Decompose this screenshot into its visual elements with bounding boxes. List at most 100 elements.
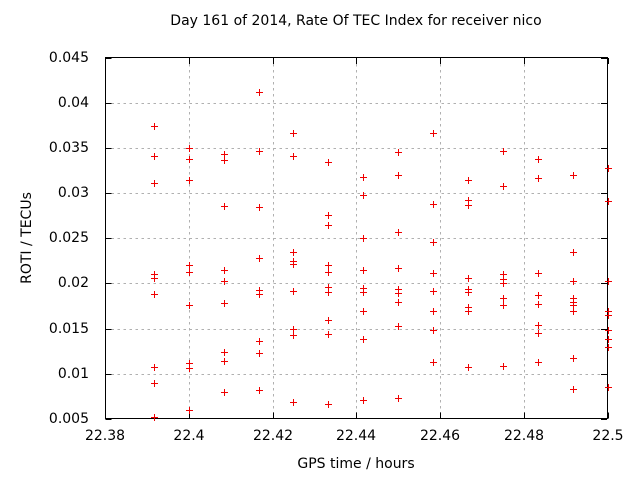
plus-marker	[430, 308, 437, 315]
plus-marker	[430, 130, 437, 137]
plus-marker	[151, 275, 158, 282]
plus-marker	[430, 359, 437, 366]
data-points	[151, 89, 612, 421]
plus-marker	[535, 330, 542, 337]
plus-marker	[325, 401, 332, 408]
plus-marker	[151, 364, 158, 371]
plus-marker	[256, 89, 263, 96]
plus-marker	[186, 177, 193, 184]
plus-marker	[360, 336, 367, 343]
x-tick-label: 22.44	[335, 428, 377, 444]
plus-marker	[221, 349, 228, 356]
plus-marker	[256, 338, 263, 345]
plus-marker	[570, 172, 577, 179]
plus-marker	[430, 239, 437, 246]
plus-marker	[290, 288, 297, 295]
plus-marker	[360, 192, 367, 199]
plus-marker	[325, 289, 332, 296]
plus-marker	[325, 317, 332, 324]
plus-marker	[256, 255, 263, 262]
y-tick-label: 0.025	[48, 230, 89, 246]
plus-marker	[570, 278, 577, 285]
plus-marker	[535, 359, 542, 366]
y-tick-label: 0.035	[48, 140, 89, 156]
plus-marker	[430, 327, 437, 334]
plus-marker	[465, 364, 472, 371]
plus-marker	[535, 301, 542, 308]
plus-marker	[605, 165, 612, 172]
plus-marker	[360, 235, 367, 242]
plus-marker	[430, 270, 437, 277]
y-tick-label: 0.04	[57, 95, 89, 111]
plus-marker	[395, 299, 402, 306]
plus-marker	[500, 280, 507, 287]
plus-marker	[256, 204, 263, 211]
plus-marker	[535, 175, 542, 182]
plus-marker	[430, 201, 437, 208]
plus-marker	[221, 278, 228, 285]
x-tick-label: 22.38	[84, 428, 126, 444]
plus-marker	[500, 363, 507, 370]
plus-marker	[151, 291, 158, 298]
x-tick-label: 22.5	[592, 428, 624, 444]
plus-marker	[395, 149, 402, 156]
plus-marker	[465, 177, 472, 184]
x-tick-label: 22.42	[252, 428, 294, 444]
plus-marker	[151, 414, 158, 421]
plus-marker	[395, 323, 402, 330]
plus-marker	[500, 148, 507, 155]
plus-marker	[290, 326, 297, 333]
plus-marker	[186, 145, 193, 152]
plus-marker	[605, 327, 612, 334]
plus-marker	[395, 229, 402, 236]
plus-marker	[360, 267, 367, 274]
plus-marker	[186, 302, 193, 309]
plus-marker	[360, 308, 367, 315]
plus-marker	[500, 183, 507, 190]
plus-marker	[605, 344, 612, 351]
plus-marker	[605, 336, 612, 343]
plus-marker	[325, 331, 332, 338]
plus-marker	[465, 289, 472, 296]
plus-marker	[221, 389, 228, 396]
plus-marker	[465, 308, 472, 315]
plus-marker	[186, 269, 193, 276]
plus-marker	[500, 295, 507, 302]
y-tick-label: 0.03	[57, 185, 89, 201]
plus-marker	[360, 289, 367, 296]
x-tick-label: 22.4	[173, 428, 205, 444]
plus-marker	[256, 350, 263, 357]
plus-marker	[465, 275, 472, 282]
plus-marker	[395, 395, 402, 402]
plus-marker	[186, 262, 193, 269]
plus-marker	[570, 386, 577, 393]
plus-marker	[325, 222, 332, 229]
plus-marker	[360, 174, 367, 181]
plus-marker	[535, 322, 542, 329]
y-tick-label: 0.045	[48, 50, 89, 66]
plus-marker	[290, 153, 297, 160]
plus-marker	[151, 123, 158, 130]
plus-marker	[605, 312, 612, 319]
plus-marker	[535, 156, 542, 163]
plus-marker	[430, 288, 437, 295]
plus-marker	[535, 292, 542, 299]
plus-marker	[256, 387, 263, 394]
plus-marker	[570, 355, 577, 362]
plus-marker	[151, 380, 158, 387]
plus-marker	[605, 384, 612, 391]
plus-marker	[570, 302, 577, 309]
plus-marker	[221, 300, 228, 307]
plus-marker	[325, 262, 332, 269]
plus-marker	[325, 212, 332, 219]
plus-marker	[605, 278, 612, 285]
plus-marker	[290, 249, 297, 256]
x-axis-label: GPS time / hours	[297, 456, 415, 472]
plus-marker	[570, 249, 577, 256]
plus-marker	[570, 308, 577, 315]
plus-marker	[605, 198, 612, 205]
plus-marker	[256, 148, 263, 155]
chart-title: Day 161 of 2014, Rate Of TEC Index for r…	[170, 13, 542, 29]
plus-marker	[186, 156, 193, 163]
